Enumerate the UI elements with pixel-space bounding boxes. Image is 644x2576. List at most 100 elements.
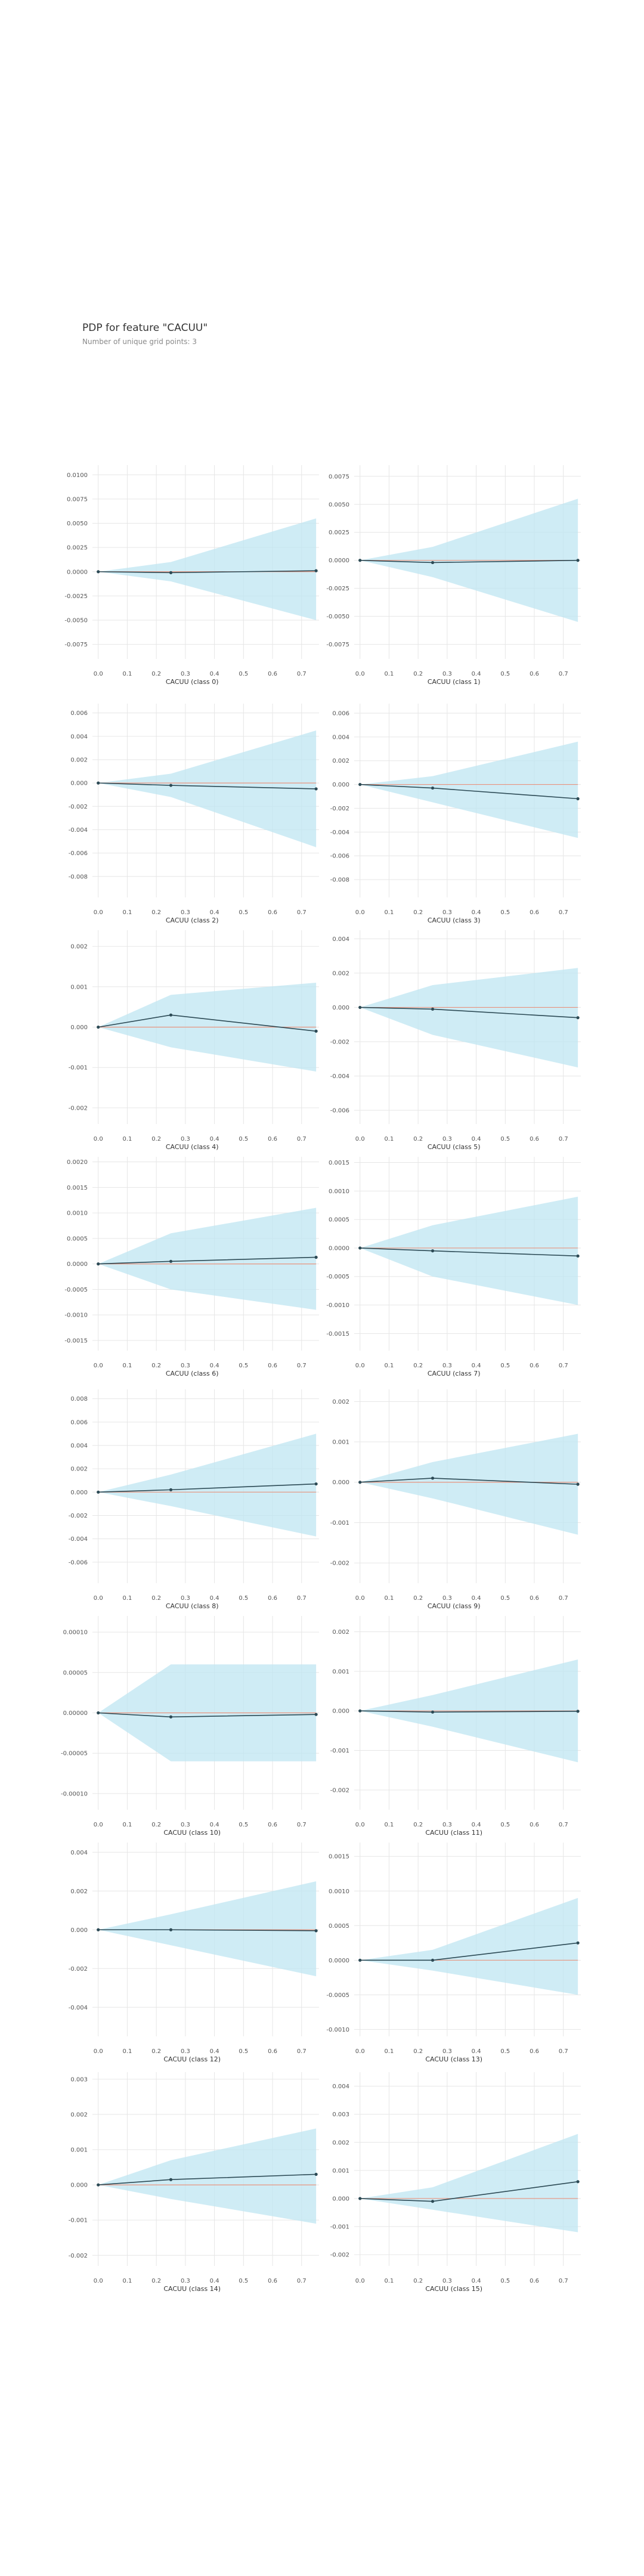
confidence-band: [98, 730, 317, 847]
pdp-point: [97, 2183, 100, 2187]
pdp-chart-class-13: 0.0015 0.0010 0.0005 0.0000 -0.0005 -0.0010 0.…: [326, 1843, 581, 2063]
pdp-point: [314, 1713, 318, 1716]
pdp-point: [314, 787, 318, 791]
confidence-band: [360, 1196, 578, 1305]
y-tick-label: -0.00010: [61, 1791, 88, 1797]
x-tick-label: 0.6: [268, 2278, 277, 2284]
x-tick-label: 0.0: [94, 1822, 103, 1828]
y-tick-label: -0.002: [69, 804, 88, 810]
x-axis-label: CACUU (class 1): [428, 678, 481, 686]
x-tick-label: 0.3: [181, 2278, 190, 2284]
x-tick-label: 0.4: [210, 1595, 219, 1602]
y-tick-label: 0.004: [70, 733, 88, 740]
x-tick-label: 0.7: [559, 1595, 568, 1602]
x-tick-label: 0.1: [123, 2048, 132, 2055]
x-tick-label: 0.7: [297, 909, 306, 916]
y-tick-label: -0.0005: [326, 1274, 349, 1280]
x-tick-label: 0.1: [123, 1136, 132, 1143]
x-axis-label: CACUU (class 11): [425, 1829, 482, 1837]
pdp-point: [169, 1488, 173, 1491]
y-tick-label: 0.003: [332, 2111, 349, 2118]
pdp-chart-class-2: 0.006 0.004 0.002 0.000 -0.002 -0.004 -0.006 -0…: [69, 704, 319, 924]
confidence-band: [98, 1881, 317, 1977]
x-axis-label: CACUU (class 2): [166, 917, 219, 924]
figure-subtitle: Number of unique grid points: 3: [82, 338, 197, 346]
x-tick-label: 0.2: [413, 1136, 423, 1143]
x-axis-label: CACUU (class 15): [425, 2285, 482, 2293]
y-tick-label: 0.000: [70, 1927, 88, 1934]
confidence-band: [98, 1208, 317, 1310]
x-tick-label: 0.0: [94, 1595, 103, 1602]
x-tick-label: 0.2: [413, 1363, 423, 1369]
x-tick-label: 0.1: [385, 1822, 394, 1828]
y-tick-label: 0.00005: [63, 1670, 88, 1676]
x-tick-label: 0.5: [239, 1822, 248, 1828]
pdp-point: [431, 561, 435, 565]
x-tick-label: 0.3: [181, 2048, 190, 2055]
pdp-point: [576, 1254, 580, 1258]
x-tick-label: 0.4: [472, 909, 481, 916]
x-axis-label: CACUU (class 6): [166, 1370, 219, 1377]
y-tick-label: 0.002: [332, 1629, 349, 1636]
x-tick-label: 0.5: [500, 1363, 510, 1369]
y-tick-label: 0.006: [70, 1419, 88, 1426]
x-tick-label: 0.7: [559, 1822, 568, 1828]
pdp-chart-class-6: 0.0020 0.0015 0.0010 0.0005 0.0000 -0.0005 -0.…: [64, 1157, 319, 1377]
x-tick-label: 0.1: [123, 2278, 132, 2284]
x-tick-label: 0.1: [385, 1363, 394, 1369]
pdp-point: [576, 1710, 580, 1713]
y-tick-label: 0.0000: [67, 569, 88, 575]
pdp-point: [97, 1025, 100, 1029]
y-tick-label: -0.002: [69, 1513, 88, 1519]
x-tick-label: 0.4: [472, 671, 481, 677]
y-tick-label: -0.0075: [64, 642, 88, 648]
y-tick-label: 0.0000: [67, 1261, 88, 1268]
x-tick-label: 0.0: [94, 1363, 103, 1369]
x-tick-label: 0.4: [210, 1363, 219, 1369]
pdp-point: [97, 1490, 100, 1494]
y-tick-label: 0.000: [70, 2182, 88, 2189]
x-axis-label: CACUU (class 4): [166, 1143, 219, 1151]
y-tick-label: 0.000: [332, 2196, 349, 2202]
y-tick-label: 0.0005: [67, 1236, 88, 1242]
y-tick-label: 0.0010: [329, 1888, 349, 1895]
x-tick-label: 0.2: [151, 1822, 161, 1828]
y-tick-label: 0.0000: [329, 1958, 349, 1964]
pdp-point: [169, 1715, 173, 1719]
x-tick-label: 0.5: [239, 2048, 248, 2055]
x-tick-label: 0.5: [500, 2048, 510, 2055]
pdp-point: [431, 1249, 435, 1253]
y-tick-label: -0.004: [69, 1536, 88, 1543]
y-tick-label: 0.004: [70, 1850, 88, 1856]
x-axis-label: CACUU (class 8): [166, 1602, 219, 1610]
pdp-point: [97, 1928, 100, 1931]
x-axis-label: CACUU (class 12): [163, 2055, 221, 2063]
x-tick-label: 0.7: [297, 2048, 306, 2055]
pdp-point: [314, 1029, 318, 1033]
y-tick-label: -0.002: [330, 2252, 349, 2259]
x-tick-label: 0.7: [297, 671, 306, 677]
y-tick-label: 0.002: [70, 1466, 88, 1473]
x-tick-label: 0.2: [413, 2278, 423, 2284]
y-tick-label: 0.002: [332, 970, 349, 977]
y-tick-label: -0.0025: [326, 586, 349, 592]
y-tick-label: 0.0015: [329, 1854, 349, 1860]
y-tick-label: 0.0005: [329, 1217, 349, 1224]
x-tick-label: 0.2: [151, 1595, 161, 1602]
x-tick-label: 0.0: [94, 909, 103, 916]
pdp-point: [358, 782, 362, 787]
y-tick-label: 0.000: [70, 781, 88, 787]
x-tick-label: 0.0: [355, 1136, 365, 1143]
x-tick-label: 0.3: [181, 1595, 190, 1602]
pdp-point: [358, 1958, 362, 1962]
y-tick-label: 0.001: [332, 1668, 349, 1675]
y-tick-label: 0.00010: [63, 1630, 88, 1636]
x-tick-label: 0.6: [530, 671, 539, 677]
pdp-point: [97, 781, 100, 785]
pdp-point: [314, 1255, 318, 1259]
confidence-band: [360, 1897, 578, 1995]
y-tick-label: 0.0025: [329, 530, 349, 536]
x-tick-label: 0.1: [123, 909, 132, 916]
x-tick-label: 0.6: [268, 1136, 277, 1143]
